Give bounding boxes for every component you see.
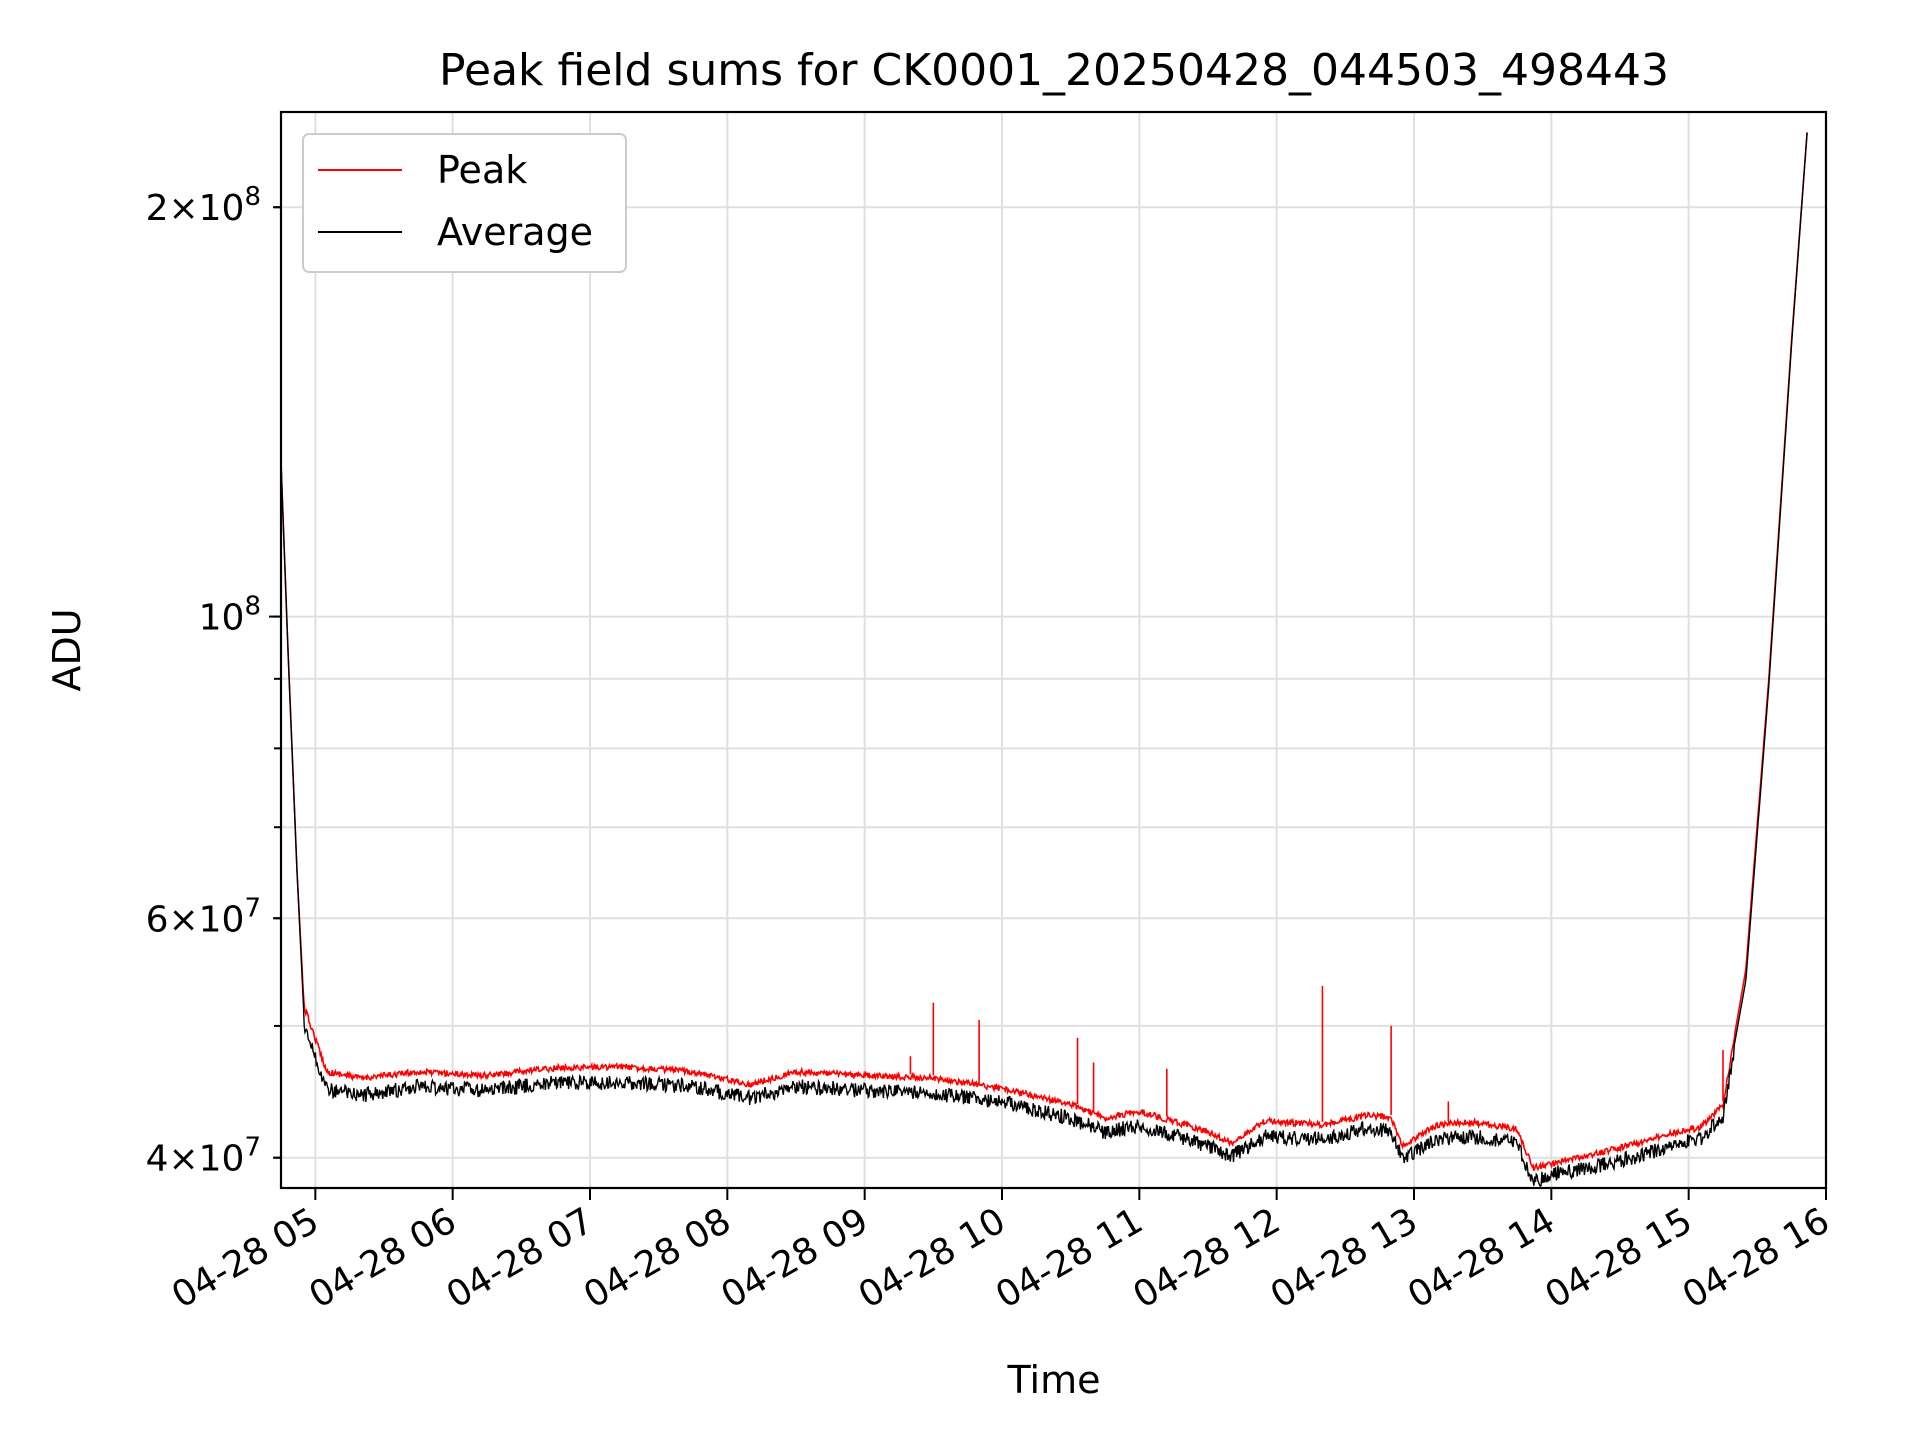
x-tick-label: 04-28 09	[714, 1200, 875, 1316]
legend-box	[302, 133, 627, 273]
chart-title: Peak field sums for CK0001_20250428_0445…	[439, 45, 1669, 96]
x-axis-label: Time	[1007, 1358, 1101, 1402]
gridlines	[281, 112, 1827, 1188]
y-axis-ticks: 108 4×107 6×107 2×108	[146, 182, 281, 1180]
x-tick-label: 04-28 11	[989, 1200, 1150, 1316]
y-tick-label: 6×107	[146, 893, 261, 940]
y-tick-label: 108	[199, 592, 261, 639]
x-tick-label: 04-28 08	[577, 1200, 738, 1316]
plot-area-frame	[279, 110, 1828, 1190]
x-tick-label: 04-28 13	[1264, 1200, 1425, 1316]
x-tick-label: 04-28 10	[852, 1200, 1013, 1316]
y-tick-label: 2×108	[146, 182, 261, 229]
x-tick-label: 04-28 06	[302, 1200, 463, 1316]
series-layer	[281, 132, 1808, 1188]
x-tick-label: 04-28 16	[1676, 1200, 1837, 1316]
x-tick-label: 04-28 14	[1401, 1200, 1562, 1316]
series-line-average	[281, 132, 1808, 1188]
x-tick-label: 04-28 12	[1126, 1200, 1287, 1316]
y-axis-label: ADU	[45, 608, 89, 691]
legend-label-average: Average	[437, 210, 593, 254]
y-tick-label: 4×107	[146, 1133, 261, 1180]
x-tick-label: 04-28 07	[440, 1200, 601, 1316]
x-tick-label: 04-28 15	[1538, 1200, 1699, 1316]
x-tick-label: 04-28 05	[165, 1200, 326, 1316]
legend-label-peak: Peak	[437, 148, 527, 192]
series-line-peak	[281, 132, 1808, 1172]
legend: Peak Average	[302, 133, 627, 273]
